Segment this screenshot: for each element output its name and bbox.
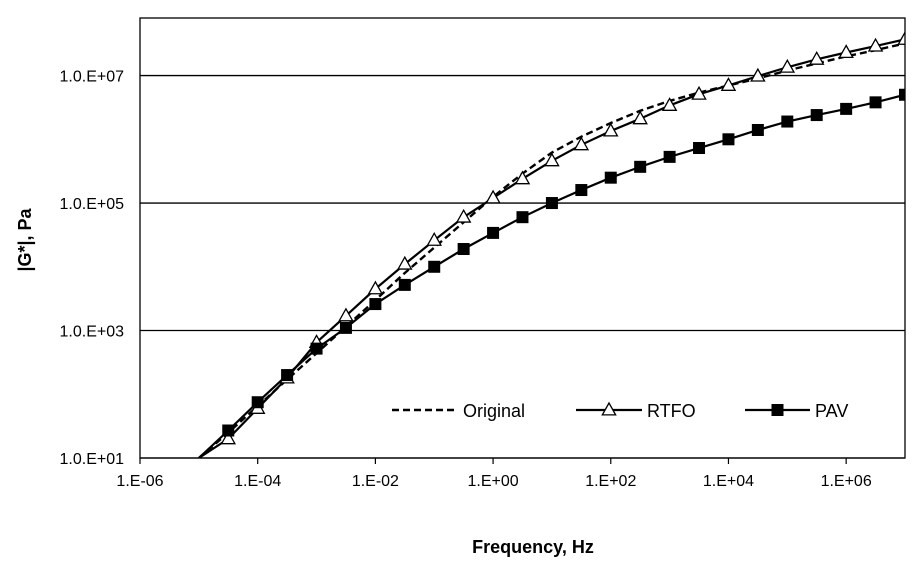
data-point-pav (693, 142, 706, 155)
legend-item-pav: PAV (745, 401, 848, 421)
x-axis-title: Frequency, Hz (472, 537, 594, 557)
y-tick-labels: 1.0.E+01 1.0.E+03 1.0.E+05 1.0.E+07 (60, 69, 125, 468)
data-point-rtfo (750, 67, 766, 82)
x-tick-label: 1.E-06 (116, 473, 163, 490)
data-point-pav (663, 150, 676, 163)
legend-label-pav: PAV (815, 401, 848, 421)
data-point-pav (575, 184, 588, 197)
data-point-pav (457, 243, 470, 256)
data-point-pav (339, 321, 352, 334)
data-point-pav (634, 160, 647, 173)
data-point-pav (369, 298, 382, 311)
data-point-rtfo (603, 122, 619, 137)
y-tick-label: 1.0.E+05 (60, 196, 125, 213)
legend-marker-rtfo (601, 401, 617, 416)
x-tick-label: 1.E+04 (703, 473, 754, 490)
data-point-pav (781, 115, 794, 128)
data-point-pav (899, 88, 905, 101)
data-point-rtfo (485, 189, 501, 204)
data-point-pav (545, 197, 558, 210)
data-point-pav (751, 123, 764, 136)
plot-area-border (139, 17, 906, 459)
series-rtfo (198, 31, 905, 458)
data-point-rtfo (720, 77, 737, 91)
data-point-rtfo (838, 44, 854, 59)
x-tick-label: 1.E+00 (467, 473, 518, 490)
series-layer (198, 31, 905, 458)
data-point-rtfo (661, 97, 678, 111)
data-point-rtfo (455, 208, 472, 223)
data-point-rtfo (573, 136, 590, 151)
y-tick-label: 1.0.E+01 (60, 451, 125, 468)
x-tick-label: 1.E-02 (352, 473, 399, 490)
data-point-rtfo (514, 170, 531, 185)
data-point-pav (281, 369, 294, 382)
legend-item-original: Original (392, 401, 525, 421)
data-point-pav (487, 226, 500, 239)
data-point-pav (722, 133, 735, 146)
x-tick-labels: 1.E-06 1.E-04 1.E-02 1.E+00 1.E+02 1.E+04 1.E+… (116, 473, 871, 490)
data-point-rtfo (338, 307, 354, 322)
x-tick-label: 1.E+02 (585, 473, 636, 490)
data-point-pav (516, 211, 529, 224)
data-point-pav (840, 102, 853, 115)
data-point-pav (310, 342, 323, 355)
data-point-pav (398, 278, 411, 291)
data-point-rtfo (220, 430, 237, 445)
legend-marker-pav (771, 404, 784, 416)
data-point-pav (222, 424, 235, 437)
plot-frame (139, 17, 906, 464)
legend-item-rtfo: RTFO (576, 401, 696, 421)
x-tick-label: 1.E+06 (821, 473, 872, 490)
data-point-pav (428, 260, 441, 273)
y-axis-title: |G*|, Pa (15, 207, 35, 271)
data-point-rtfo (867, 37, 884, 52)
data-point-pav (869, 96, 882, 109)
legend: Original RTFO PAV (392, 401, 848, 421)
data-point-rtfo (808, 50, 825, 65)
data-point-rtfo (691, 85, 707, 100)
data-point-pav (810, 109, 823, 122)
series-original (198, 42, 905, 458)
data-point-rtfo (544, 152, 560, 167)
data-point-pav (251, 396, 264, 409)
y-tick-label: 1.0.E+07 (60, 69, 125, 86)
series-line-pav (198, 93, 905, 458)
legend-label-rtfo: RTFO (647, 401, 696, 421)
data-point-pav (604, 171, 617, 184)
data-point-rtfo (426, 231, 442, 246)
data-point-rtfo (632, 110, 648, 125)
legend-label-original: Original (463, 401, 525, 421)
data-point-rtfo (897, 31, 905, 45)
x-tick-label: 1.E-04 (234, 473, 281, 490)
data-point-rtfo (397, 255, 413, 270)
data-point-rtfo (779, 58, 796, 73)
series-line-original (198, 42, 905, 458)
series-pav (198, 88, 905, 458)
data-point-rtfo (367, 280, 384, 295)
series-line-rtfo (198, 38, 905, 458)
y-tick-label: 1.0.E+03 (60, 324, 125, 341)
